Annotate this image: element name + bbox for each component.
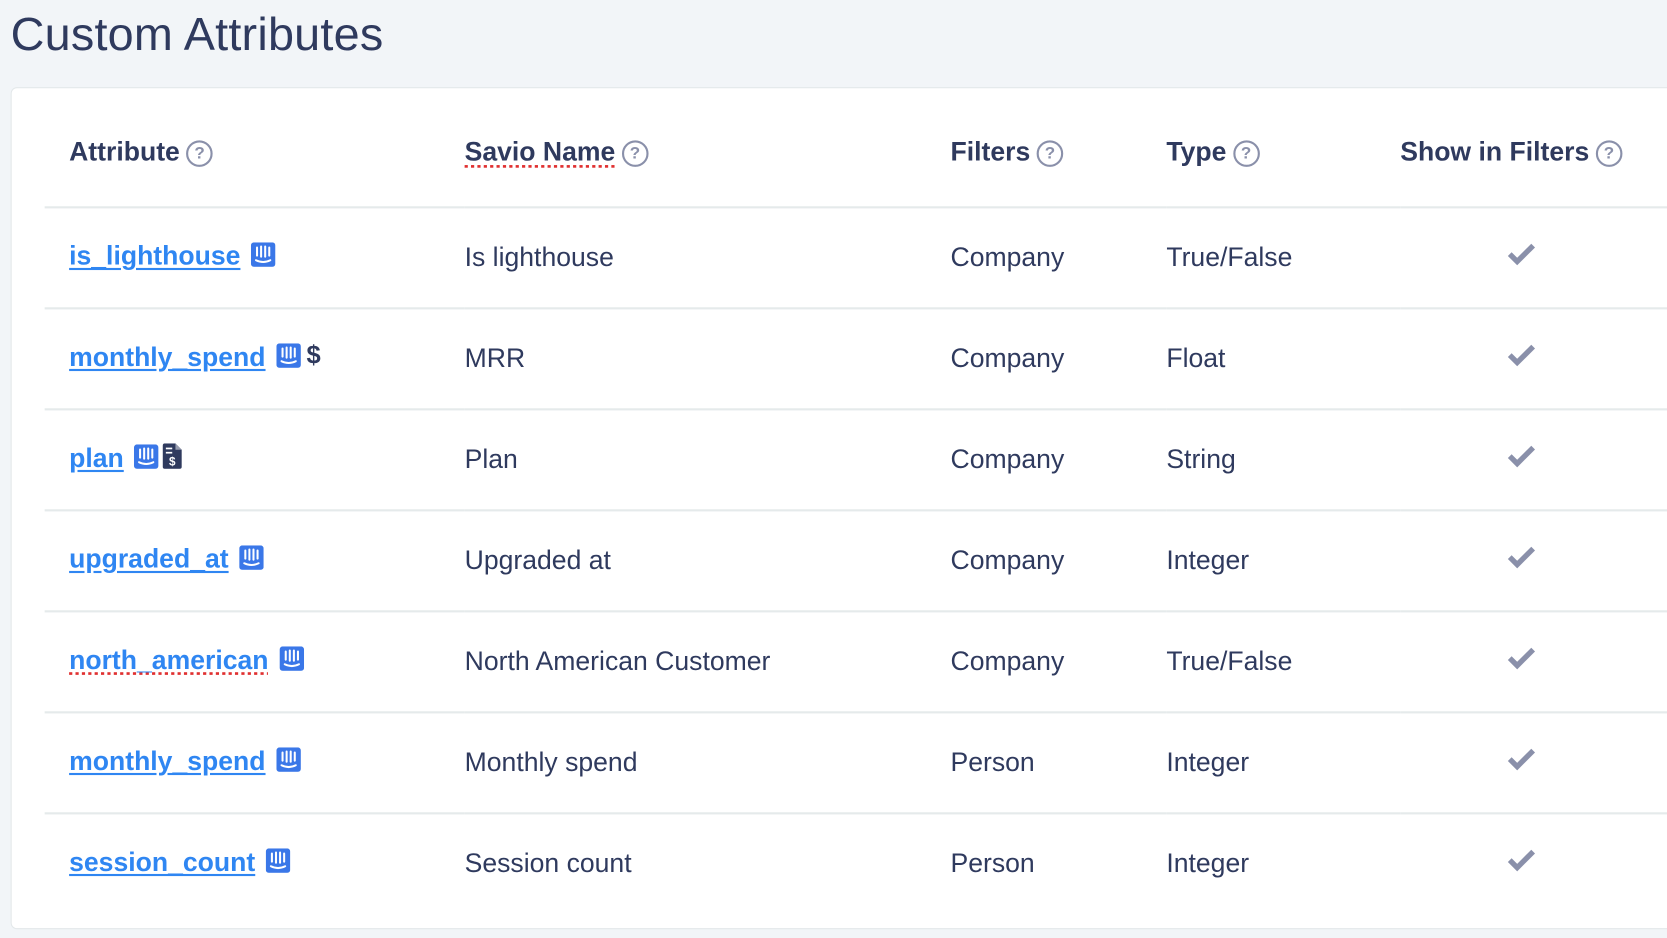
cell-attribute: monthly_spend $ [45,308,465,409]
cell-filters: Company [951,207,1167,308]
attribute-link[interactable]: is_lighthouse [69,242,240,272]
cell-savio-name: Session count [465,813,951,913]
question-circle-icon[interactable]: ? [1233,140,1260,167]
cell-show-in-filters [1400,510,1667,611]
attributes-table: Attribute? Savio Name? Filters? Type? Sh… [45,88,1667,913]
cell-show-in-filters [1400,712,1667,813]
cell-filters: Person [951,712,1167,813]
intercom-icon [134,444,158,476]
check-icon [1507,747,1537,777]
attribute-link[interactable]: monthly_spend [69,747,265,777]
table-row: is_lighthouse Is lighthouse Company True/Fa… [45,207,1667,308]
table-row: plan $ Plan Company String [45,409,1667,510]
attribute-link[interactable]: north_american [69,646,268,676]
cell-type: Float [1166,308,1400,409]
cell-savio-name: MRR [465,308,951,409]
cell-attribute: monthly_spend [45,712,465,813]
cell-filters: Person [951,813,1167,913]
table-row: north_american North American Customer Com… [45,611,1667,712]
cell-show-in-filters [1400,611,1667,712]
cell-show-in-filters [1400,409,1667,510]
attribute-link[interactable]: session_count [69,848,255,878]
check-icon [1507,848,1537,878]
cell-savio-name: Plan [465,409,951,510]
cell-filters: Company [951,308,1167,409]
cell-savio-name: North American Customer [465,611,951,712]
table-row: session_count Session count Person Integer [45,813,1667,913]
question-circle-icon[interactable]: ? [622,140,649,167]
check-icon [1507,545,1537,575]
cell-filters: Company [951,611,1167,712]
cell-filters: Company [951,510,1167,611]
question-circle-icon[interactable]: ? [1037,140,1064,167]
question-circle-icon[interactable]: ? [186,140,213,167]
cell-show-in-filters [1400,207,1667,308]
cell-savio-name: Monthly spend [465,712,951,813]
header-attribute: Attribute? [45,88,465,207]
cell-savio-name: Is lighthouse [465,207,951,308]
invoice-icon: $ [163,443,182,476]
cell-type: True/False [1166,611,1400,712]
question-circle-icon[interactable]: ? [1596,140,1623,167]
attribute-link[interactable]: upgraded_at [69,545,229,575]
cell-savio-name: Upgraded at [465,510,951,611]
intercom-icon [276,343,300,375]
cell-type: Integer [1166,813,1400,913]
header-filters: Filters? [951,88,1167,207]
check-icon [1507,646,1537,676]
cell-show-in-filters [1400,308,1667,409]
intercom-icon [276,747,300,779]
check-icon [1507,242,1537,272]
intercom-icon [279,646,303,678]
header-show-in-filters: Show in Filters? [1400,88,1667,207]
cell-attribute: session_count [45,813,465,913]
cell-type: True/False [1166,207,1400,308]
table-header: Attribute? Savio Name? Filters? Type? Sh… [45,88,1667,207]
cell-type: Integer [1166,510,1400,611]
dollar-icon: $ [305,341,322,376]
svg-text:$: $ [306,342,320,369]
cell-attribute: is_lighthouse [45,207,465,308]
table-row: monthly_spend $ MRR Company Float [45,308,1667,409]
page-title: Custom Attributes [11,9,384,62]
cell-attribute: north_american [45,611,465,712]
intercom-icon [251,242,275,274]
cell-attribute: upgraded_at [45,510,465,611]
svg-text:$: $ [169,456,176,469]
attribute-link[interactable]: monthly_spend [69,342,265,372]
header-type: Type? [1166,88,1400,207]
cell-filters: Company [951,409,1167,510]
check-icon [1507,343,1537,373]
intercom-icon [239,545,263,577]
cell-show-in-filters [1400,813,1667,913]
attributes-card: Attribute? Savio Name? Filters? Type? Sh… [11,87,1667,929]
table-row: monthly_spend Monthly spend Person Integer [45,712,1667,813]
table-row: upgraded_at Upgraded at Company Integer [45,510,1667,611]
header-savio-name: Savio Name? [465,88,951,207]
attribute-link[interactable]: plan [69,443,124,473]
cell-attribute: plan $ [45,409,465,510]
check-icon [1507,444,1537,474]
cell-type: Integer [1166,712,1400,813]
intercom-icon [266,848,290,880]
cell-type: String [1166,409,1400,510]
